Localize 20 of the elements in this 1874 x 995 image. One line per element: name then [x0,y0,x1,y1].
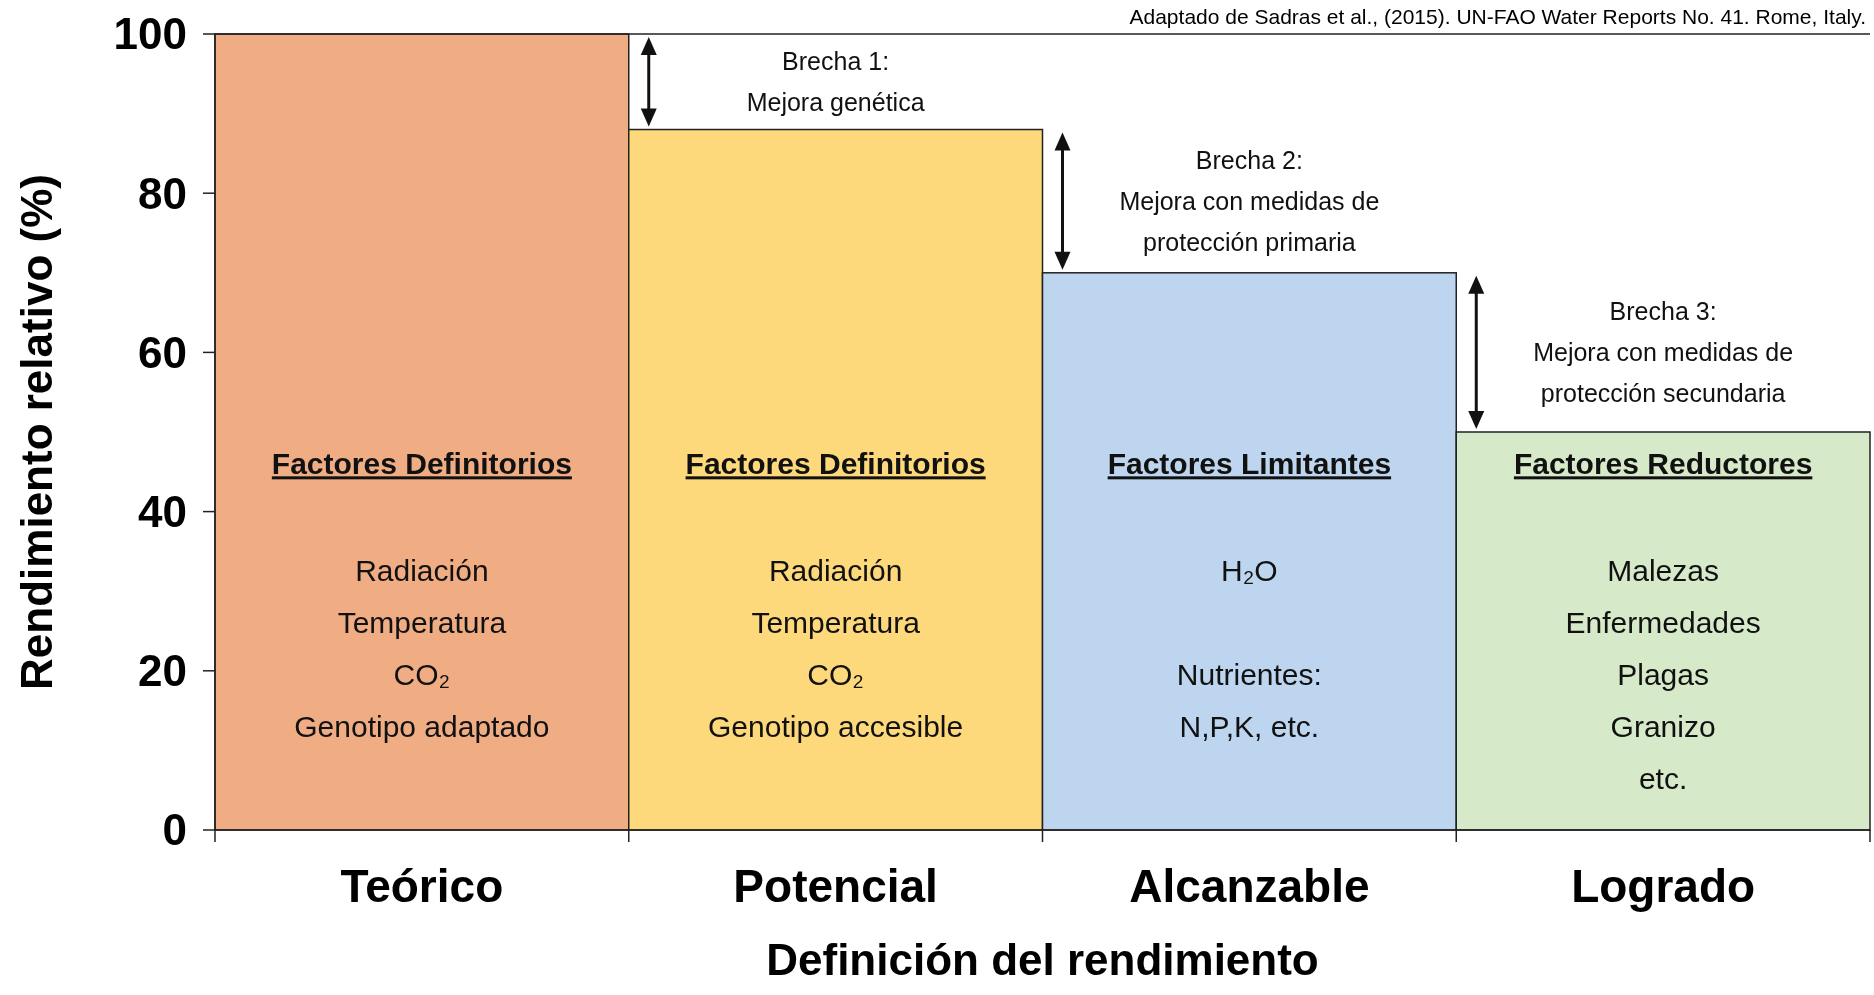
x-axis-title: Definición del rendimiento [766,935,1319,984]
y-tick-label: 80 [138,168,187,218]
text: Factores Definitorios Radiación Temperatura CO₂ Genotipo adaptado [271,447,572,744]
x-tick-label: Logrado [1571,860,1756,912]
y-axis-title: Rendimiento relativo (%) [12,174,61,690]
x-tick-label: Teórico [340,860,504,912]
text: Factores Reductores Malezas Enfermedades Plagas Granizo etc. [1513,447,1813,796]
x-tick-label: Potencial [733,860,938,912]
text: Factores Definitorios Radiación Temperatura CO₂ Genotipo accesible [685,447,986,744]
y-tick-label: 60 [138,327,187,377]
text: Adaptado de Sadras et al., (2015). UN-FAO Water Reports No. 41. Rome, Italy. [1129,5,1866,28]
text: Factores Limitantes H₂O Nutrientes: N,P,K, etc. [1107,447,1392,744]
annotation: Brecha 1: Mejora genética [746,47,925,117]
x-tick-label: Alcanzable [1129,860,1370,912]
y-tick-label: 0 [162,805,187,855]
y-tick-label: 20 [138,646,187,696]
y-tick-label: 100 [113,9,187,59]
annotation: Brecha 2: Mejora con medidas de protección primaria [1119,145,1380,256]
y-tick-label: 40 [138,487,187,536]
annotation: Brecha 3: Mejora con medidas de protección secundaria [1533,297,1794,408]
